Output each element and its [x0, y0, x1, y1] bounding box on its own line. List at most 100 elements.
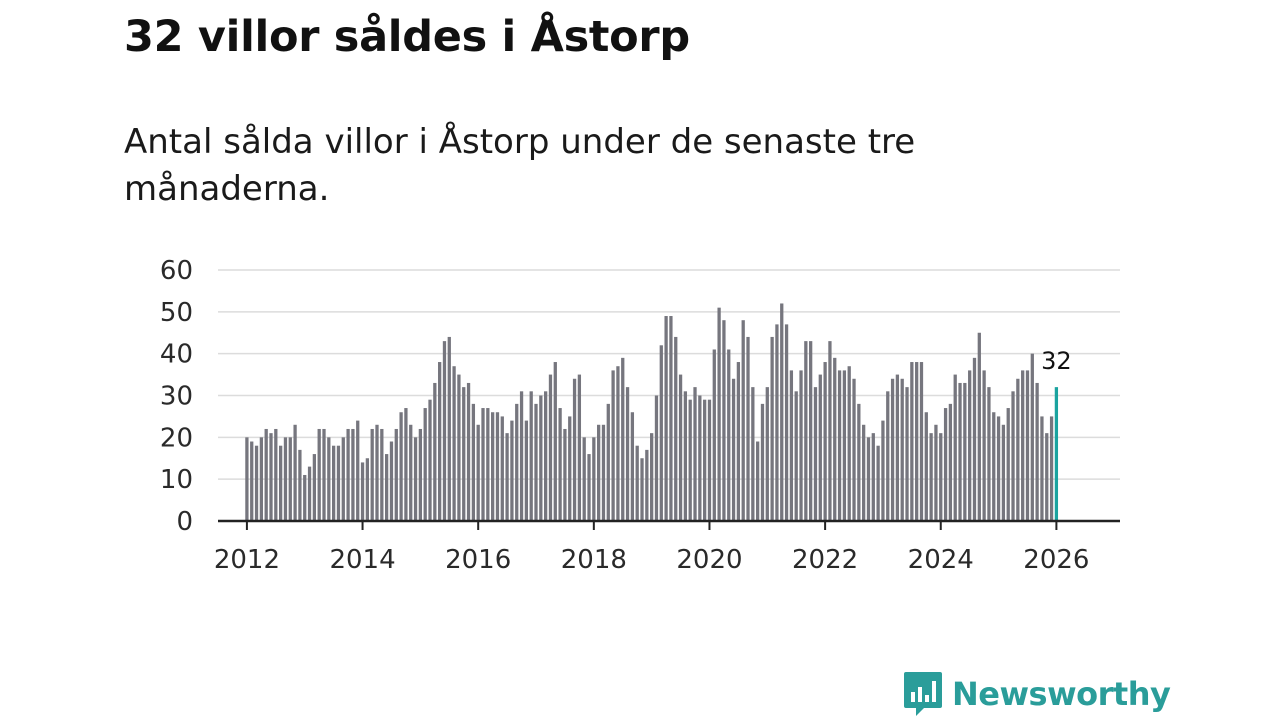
bar: [438, 362, 442, 521]
bar: [428, 399, 432, 521]
x-tick-label: 2014: [329, 545, 395, 575]
bar: [746, 336, 750, 521]
bar: [857, 403, 861, 521]
bar: [351, 428, 355, 521]
bar: [765, 387, 769, 521]
bar: [659, 345, 663, 521]
bar: [486, 408, 490, 521]
y-axis-ticks: 0 10 20 30 40 50 60: [160, 256, 193, 537]
x-tick-label: 2024: [908, 545, 974, 575]
bar: [833, 357, 837, 521]
bar: [269, 433, 273, 521]
bar: [394, 428, 398, 521]
bar: [698, 395, 702, 521]
bar: [288, 437, 292, 521]
bar: [910, 362, 914, 521]
bar: [264, 428, 268, 521]
bar: [601, 424, 606, 521]
bar: [934, 424, 938, 521]
bar: [828, 341, 832, 521]
bar: [919, 362, 924, 521]
bar: [365, 458, 370, 521]
bar: [669, 316, 673, 521]
bar: [731, 378, 736, 521]
bar: [645, 449, 649, 521]
bar: [890, 378, 895, 521]
bar: [876, 445, 880, 521]
bar: [534, 403, 538, 521]
bar: [558, 408, 562, 521]
bar: [640, 458, 644, 521]
y-tick-label: 0: [176, 507, 193, 537]
bar: [1011, 391, 1015, 521]
bar: [905, 387, 909, 521]
bar: [630, 412, 635, 521]
bar: [307, 466, 312, 521]
bar: [915, 362, 919, 521]
y-tick-label: 40: [160, 340, 193, 370]
bar: [1016, 378, 1020, 521]
bar: [539, 395, 543, 521]
bar: [572, 378, 577, 521]
x-tick-label: 2026: [1023, 545, 1089, 575]
y-tick-label: 30: [160, 382, 193, 412]
bar: [1040, 416, 1044, 521]
bar: [943, 408, 948, 521]
bar: [447, 336, 451, 521]
bar: [1035, 382, 1039, 521]
bar: [577, 374, 582, 521]
bar: [703, 399, 707, 521]
bar: [423, 408, 427, 521]
bar: [625, 387, 630, 521]
bar: [1021, 370, 1025, 521]
bar: [370, 428, 374, 521]
bar: [1001, 424, 1006, 521]
bar: [664, 316, 668, 521]
bar: [587, 454, 591, 521]
bar: [852, 378, 856, 521]
bar: [524, 420, 529, 521]
logo-text: Newsworthy: [952, 675, 1171, 713]
bar: [982, 370, 986, 521]
bar: [563, 428, 567, 521]
bar: [621, 357, 625, 521]
bar: [992, 412, 996, 521]
bar: [529, 391, 533, 521]
bar: [809, 341, 813, 521]
bar: [770, 336, 774, 521]
bar: [794, 391, 798, 521]
x-axis-ticks: 2012 2014 2016 2018 2020 2022 2024 2026: [214, 521, 1089, 575]
bar: [327, 437, 331, 521]
bar: [948, 403, 953, 521]
bar: [895, 374, 900, 521]
bar: [727, 349, 731, 521]
bar: [544, 391, 548, 521]
bar: [471, 403, 476, 521]
bar: [495, 412, 500, 521]
bar: [929, 433, 933, 521]
bar: [751, 387, 755, 521]
bar: [674, 336, 678, 521]
x-tick-label: 2020: [676, 545, 742, 575]
bar: [380, 428, 384, 521]
bar: [842, 370, 847, 521]
bar: [413, 437, 418, 521]
bar: [650, 433, 654, 521]
bar: [977, 332, 981, 521]
bar: [886, 391, 890, 521]
y-tick-label: 60: [160, 256, 193, 286]
bar: [717, 307, 721, 521]
newsworthy-logo: Newsworthy: [902, 669, 1171, 719]
bar: [245, 437, 249, 521]
bar: [707, 399, 712, 521]
bar: [1006, 408, 1010, 521]
bar: [606, 403, 610, 521]
bar: [457, 374, 461, 521]
bar: [298, 449, 302, 521]
bar: [442, 341, 447, 521]
bar: [939, 433, 943, 521]
bar: [389, 441, 394, 521]
bar: [775, 324, 779, 521]
bar: [548, 374, 553, 521]
bar: [510, 420, 514, 521]
